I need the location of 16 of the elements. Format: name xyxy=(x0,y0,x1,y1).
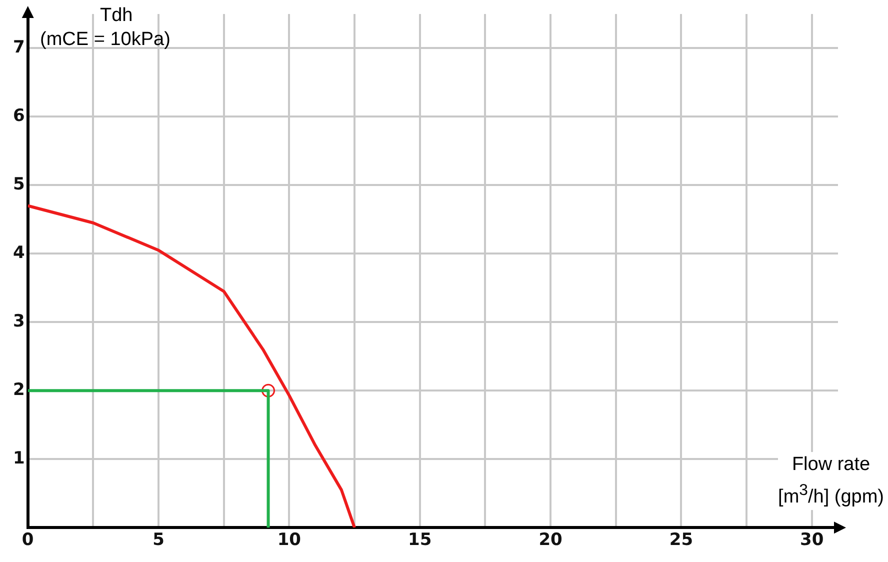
y-tick-label: 4 xyxy=(12,243,25,264)
x-tick-label: 10 xyxy=(277,530,302,550)
y-tick-label: 1 xyxy=(12,448,25,469)
x-tick-label: 5 xyxy=(152,530,164,550)
y-axis-title: Tdh (mCE = 10kPa) xyxy=(40,4,172,52)
y-tick-label: 6 xyxy=(12,106,25,126)
x-tick-label: 20 xyxy=(538,530,563,550)
y-tick-label: 7 xyxy=(12,38,25,58)
y-tick-label: 2 xyxy=(12,380,25,400)
x-tick-label: 0 xyxy=(22,530,34,550)
y-tick-label: 5 xyxy=(12,174,25,195)
x-tick-label: 30 xyxy=(800,530,824,550)
x-axis-title: Flow rate [m$^{3}$/h] (gpm) xyxy=(778,452,884,510)
y-tick-label: 3 xyxy=(12,312,25,332)
x-tick-label: 25 xyxy=(669,530,694,550)
x-tick-label: 15 xyxy=(408,530,432,550)
